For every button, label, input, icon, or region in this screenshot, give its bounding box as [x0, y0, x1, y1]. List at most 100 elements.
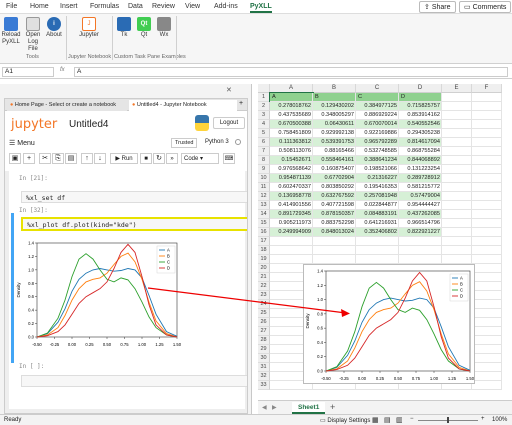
grid-cell[interactable]: 0.131223254: [399, 165, 442, 174]
zoom-slider-thumb[interactable]: [447, 417, 449, 423]
grid-cell[interactable]: [399, 381, 442, 390]
name-box[interactable]: A1: [2, 67, 54, 77]
grid-cell[interactable]: [442, 228, 472, 237]
column-header[interactable]: F: [472, 84, 502, 93]
row-header[interactable]: 8: [258, 156, 270, 165]
grid-cell[interactable]: 0.136958778: [270, 192, 313, 201]
row-header[interactable]: 10: [258, 174, 270, 183]
grid-cell[interactable]: [472, 372, 502, 381]
save-icon[interactable]: ▣: [9, 153, 21, 164]
row-header[interactable]: 28: [258, 336, 270, 345]
grid-cell[interactable]: [472, 183, 502, 192]
tab-review[interactable]: Review: [152, 3, 175, 10]
grid-cell[interactable]: [472, 381, 502, 390]
row-header[interactable]: 3: [258, 111, 270, 120]
grid-cell[interactable]: 0.929992138: [313, 129, 356, 138]
page-break-icon[interactable]: ▥: [396, 417, 403, 424]
row-header[interactable]: 11: [258, 183, 270, 192]
grid-cell[interactable]: 0.407721598: [313, 201, 356, 210]
browser-tab-home[interactable]: ● Home Page - Select or create a noteboo…: [7, 100, 127, 111]
grid-cell[interactable]: 0.88165466: [313, 147, 356, 156]
grid-cell[interactable]: 0.160875407: [313, 165, 356, 174]
grid-cell[interactable]: [472, 138, 502, 147]
logout-button[interactable]: Logout: [213, 117, 245, 129]
grid-cell[interactable]: [442, 183, 472, 192]
tab-add-ins[interactable]: Add-ins: [214, 3, 238, 10]
grid-cell[interactable]: [313, 246, 356, 255]
grid-cell[interactable]: 0.257081948: [356, 192, 399, 201]
grid-cell[interactable]: 0.976568642: [270, 165, 313, 174]
grid-cell[interactable]: [313, 255, 356, 264]
wx-button[interactable]: Wx: [156, 17, 172, 39]
tab-data[interactable]: Data: [128, 3, 143, 10]
tab-view[interactable]: View: [185, 3, 201, 10]
move-up-icon[interactable]: ↑: [81, 153, 93, 164]
row-header[interactable]: 1: [258, 93, 270, 102]
grid-cell[interactable]: 0.883752298: [313, 219, 356, 228]
tab-insert[interactable]: Insert: [60, 3, 78, 10]
paste-icon[interactable]: ▤: [65, 153, 77, 164]
zoom-out-icon[interactable]: −: [410, 416, 414, 422]
grid-cell[interactable]: [472, 318, 502, 327]
cell-type-select[interactable]: Code ▾: [181, 153, 219, 164]
grid-cell[interactable]: 0.414901556: [270, 201, 313, 210]
grid-cell[interactable]: 0.437535689: [270, 111, 313, 120]
grid-cell[interactable]: 0.844068892: [399, 156, 442, 165]
grid-cell[interactable]: [472, 192, 502, 201]
grid-cell[interactable]: [472, 111, 502, 120]
grid-cell[interactable]: [472, 255, 502, 264]
grid-cell[interactable]: [442, 237, 472, 246]
open-log-file-button[interactable]: Open Log File: [23, 17, 43, 53]
cut-icon[interactable]: ✂: [39, 153, 51, 164]
copy-icon[interactable]: ⎘: [52, 153, 64, 164]
grid-cell[interactable]: 0.641216931: [356, 219, 399, 228]
grid-cell[interactable]: 0.848013024: [313, 228, 356, 237]
grid-cell[interactable]: 0.966514796: [399, 219, 442, 228]
row-header[interactable]: 29: [258, 345, 270, 354]
grid-cell[interactable]: 0.384977125: [356, 102, 399, 111]
grid-cell[interactable]: 0.803850292: [313, 183, 356, 192]
normal-view-icon[interactable]: ▦: [372, 417, 379, 424]
grid-cell[interactable]: [313, 237, 356, 246]
display-settings-button[interactable]: ▭ Display Settings: [320, 418, 371, 424]
grid-cell[interactable]: [472, 165, 502, 174]
row-header[interactable]: 13: [258, 201, 270, 210]
grid-cell[interactable]: [356, 381, 399, 390]
grid-cell[interactable]: [472, 228, 502, 237]
row-header[interactable]: 22: [258, 282, 270, 291]
empty-code-cell[interactable]: [21, 375, 247, 387]
grid-cell[interactable]: 0.878150357: [313, 210, 356, 219]
row-header[interactable]: 31: [258, 363, 270, 372]
browser-tab-untitled4[interactable]: ● Untitled4 - Jupyter Notebook: [129, 100, 237, 111]
tab-formulas[interactable]: Formulas: [90, 3, 120, 10]
grid-cell[interactable]: 0.954871139: [270, 174, 313, 183]
grid-cell[interactable]: A: [269, 92, 314, 103]
sheet-nav-left-icon[interactable]: ◀: [262, 405, 267, 411]
row-header[interactable]: 12: [258, 192, 270, 201]
grid-cell[interactable]: [472, 93, 502, 102]
grid-cell[interactable]: [442, 219, 472, 228]
grid-cell[interactable]: 0.558464161: [313, 156, 356, 165]
sheet-nav-right-icon[interactable]: ▶: [272, 405, 277, 411]
grid-cell[interactable]: [442, 102, 472, 111]
grid-cell[interactable]: [399, 255, 442, 264]
grid-cell[interactable]: 0.198521066: [356, 165, 399, 174]
grid-cell[interactable]: [472, 129, 502, 138]
restart-icon[interactable]: ↻: [153, 153, 165, 164]
row-header[interactable]: 27: [258, 327, 270, 336]
column-header[interactable]: D: [399, 84, 442, 93]
add-sheet-button[interactable]: +: [330, 402, 336, 412]
grid-cell[interactable]: [442, 93, 472, 102]
column-header[interactable]: A: [270, 84, 313, 93]
grid-cell[interactable]: [442, 147, 472, 156]
row-header[interactable]: 18: [258, 246, 270, 255]
grid-cell[interactable]: [442, 165, 472, 174]
grid-cell[interactable]: [270, 237, 313, 246]
grid-cell[interactable]: 0.670070014: [356, 120, 399, 129]
grid-cell[interactable]: [472, 201, 502, 210]
row-header[interactable]: 26: [258, 318, 270, 327]
grid-cell[interactable]: D: [399, 93, 442, 102]
grid-cell[interactable]: 0.278018762: [270, 102, 313, 111]
grid-cell[interactable]: [442, 138, 472, 147]
grid-cell[interactable]: B: [313, 93, 356, 102]
